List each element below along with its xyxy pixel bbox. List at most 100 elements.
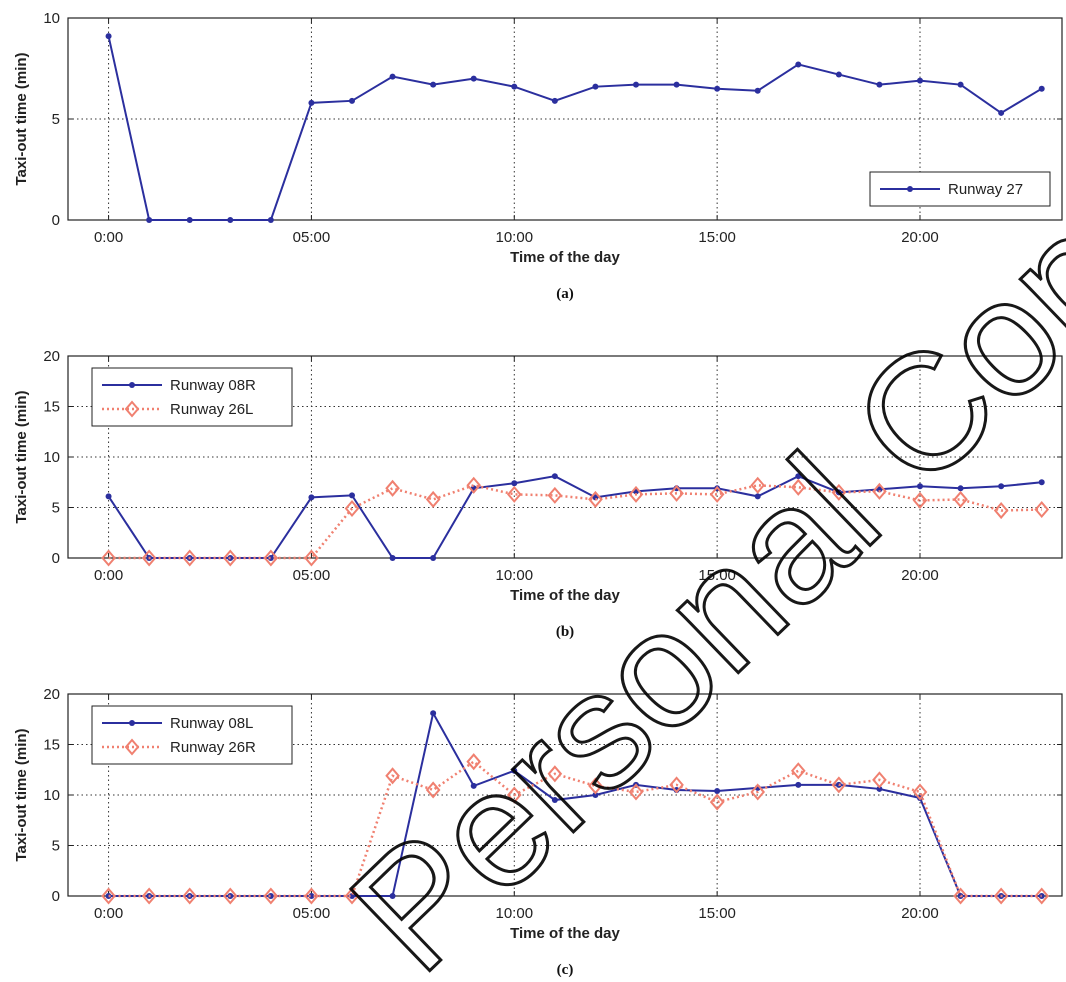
chart-panel-c: 0:00 05:00 10:00 15:00 20:00 0 5 10 15 20 Time of …	[13, 686, 1063, 978]
data-point-marker	[425, 781, 441, 799]
data-point-marker	[1038, 85, 1045, 92]
data-point-marker	[141, 887, 157, 905]
data-point-marker	[222, 549, 238, 567]
data-point-marker	[182, 549, 198, 567]
data-point-marker	[344, 499, 360, 518]
panel-caption: (b)	[556, 624, 574, 640]
data-point-marker	[790, 478, 806, 496]
x-tick-label: 0:00	[94, 905, 123, 922]
data-point-marker	[1034, 500, 1050, 519]
data-point-marker	[511, 480, 518, 487]
data-point-marker	[633, 81, 639, 88]
x-tick-label: 0:00	[94, 567, 123, 584]
x-tick-label: 0:00	[94, 229, 123, 246]
series-runway-27	[105, 33, 1045, 223]
data-point-marker	[993, 501, 1009, 520]
legend: Runway 08L Runway 26R	[91, 705, 293, 765]
data-point-marker	[101, 549, 116, 567]
legend-label: Runway 27	[948, 181, 1023, 198]
data-point-marker	[124, 738, 140, 756]
y-tick-label: 10	[43, 787, 60, 804]
data-point-marker	[124, 400, 140, 418]
data-point-marker	[714, 787, 721, 794]
data-point-marker	[628, 485, 644, 503]
data-point-marker	[385, 767, 400, 785]
data-point-marker	[146, 217, 153, 223]
data-point-marker	[907, 186, 913, 192]
legend-box	[91, 705, 293, 765]
x-tick-label: 15:00	[698, 905, 736, 922]
data-point-marker	[835, 71, 842, 78]
data-point-marker	[506, 485, 522, 503]
series-runway-26l	[101, 476, 1050, 567]
x-tick-label: 20:00	[901, 905, 939, 922]
data-point-marker	[993, 887, 1009, 905]
data-point-marker	[876, 785, 883, 792]
data-point-marker	[953, 887, 968, 905]
data-point-marker	[506, 786, 522, 804]
data-point-marker	[349, 492, 355, 499]
data-point-marker	[141, 549, 157, 567]
data-point-marker	[511, 767, 518, 774]
x-tick-label: 15:00	[698, 229, 736, 246]
data-point-marker	[389, 73, 396, 80]
data-point-marker	[547, 765, 563, 783]
y-tick-label: 10	[43, 449, 60, 466]
chart-panel-a: 0:00 05:00 10:00 15:00 20:00 0 5 10 Time of the …	[13, 10, 1063, 302]
data-point-marker	[263, 549, 279, 567]
data-point-marker	[551, 97, 558, 104]
data-point-marker	[998, 109, 1005, 116]
legend: Runway 08R Runway 26L	[91, 367, 293, 427]
y-tick-label: 5	[52, 838, 60, 855]
data-point-marker	[551, 473, 558, 480]
data-point-marker	[831, 483, 847, 501]
data-point-marker	[466, 753, 482, 771]
x-tick-label: 05:00	[293, 229, 331, 246]
data-point-marker	[222, 887, 238, 905]
data-point-marker	[1034, 887, 1050, 905]
data-point-marker	[957, 81, 964, 88]
data-point-marker	[876, 486, 883, 493]
x-tick-label: 05:00	[293, 567, 331, 584]
data-point-marker	[872, 482, 887, 500]
data-point-marker	[430, 555, 437, 561]
x-tick-label: 10:00	[496, 229, 534, 246]
data-point-marker	[182, 887, 198, 905]
data-point-marker	[263, 887, 279, 905]
data-point-marker	[304, 549, 319, 567]
data-point-marker	[790, 762, 806, 780]
y-tick-label: 5	[52, 500, 60, 517]
y-tick-label: 15	[43, 399, 60, 416]
data-point-marker	[389, 555, 396, 561]
data-point-marker	[831, 776, 847, 794]
data-point-marker	[101, 887, 116, 905]
data-point-marker	[912, 783, 928, 801]
data-point-marker	[344, 887, 360, 905]
data-point-marker	[129, 382, 135, 388]
chart-panel-b: 0:00 05:00 10:00 15:00 20:00 0 5 10 15 20 Time of …	[13, 348, 1063, 640]
data-point-marker	[430, 81, 437, 88]
data-point-marker	[795, 781, 802, 788]
legend-box	[91, 367, 293, 427]
data-point-marker	[673, 81, 680, 88]
y-tick-label: 10	[43, 10, 60, 27]
data-point-marker	[750, 476, 766, 494]
data-point-marker	[267, 555, 274, 561]
data-point-marker	[628, 783, 644, 801]
data-point-marker	[105, 493, 112, 500]
data-point-marker	[588, 777, 603, 795]
x-tick-label: 10:00	[496, 567, 534, 584]
y-axis-label: Taxi-out time (min)	[13, 728, 30, 861]
y-tick-label: 5	[52, 111, 60, 128]
data-point-marker	[308, 893, 315, 899]
data-point-marker	[105, 33, 112, 40]
y-tick-label: 20	[43, 686, 60, 703]
data-point-marker	[872, 771, 887, 789]
data-point-marker	[551, 797, 558, 804]
data-point-marker	[304, 887, 319, 905]
data-point-marker	[308, 494, 315, 501]
x-axis-label: Time of the day	[510, 587, 620, 604]
data-point-marker	[430, 710, 437, 717]
legend-label: Runway 08L	[170, 715, 253, 732]
data-point-marker	[511, 83, 518, 90]
